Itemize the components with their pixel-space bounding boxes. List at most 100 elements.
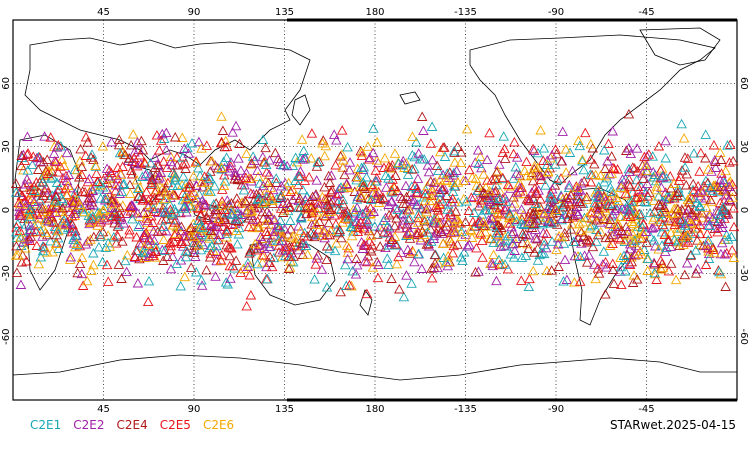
observation-marker — [527, 265, 539, 276]
observation-marker — [215, 254, 227, 265]
observation-marker — [261, 261, 272, 272]
observation-marker — [351, 194, 363, 204]
observation-marker — [653, 199, 664, 209]
observation-marker — [298, 238, 309, 248]
observation-marker — [715, 154, 727, 164]
observation-marker — [519, 188, 530, 198]
observation-marker — [366, 239, 378, 250]
observation-marker — [679, 269, 691, 280]
observation-marker — [511, 187, 522, 197]
legend-entry-c2e6: C2E6 — [202, 418, 235, 432]
observation-marker — [665, 227, 677, 238]
observation-marker — [398, 198, 409, 208]
observation-marker — [134, 253, 145, 264]
observation-marker — [341, 280, 352, 290]
north-america-coast — [469, 34, 716, 186]
observation-marker — [647, 222, 659, 232]
observation-marker — [393, 251, 404, 262]
observation-marker — [175, 280, 186, 291]
observation-marker — [624, 243, 636, 254]
observation-marker — [120, 149, 131, 160]
observation-marker — [627, 277, 639, 287]
observation-marker — [268, 252, 280, 263]
observation-marker — [521, 194, 533, 204]
observation-marker — [499, 259, 511, 269]
bottom-lon-tick-label: 45 — [97, 404, 110, 415]
observation-marker — [356, 150, 368, 161]
observation-marker — [565, 199, 576, 209]
observation-marker — [232, 173, 244, 183]
observation-marker — [252, 244, 263, 255]
observation-marker — [127, 200, 139, 211]
observation-marker — [126, 200, 137, 210]
observation-marker — [297, 154, 309, 164]
observation-marker — [585, 206, 597, 216]
observation-marker — [379, 226, 390, 237]
observation-marker — [626, 196, 637, 206]
observation-marker — [66, 210, 78, 221]
observation-marker — [136, 135, 147, 146]
observation-marker — [556, 156, 567, 166]
observation-marker — [478, 169, 489, 179]
observation-marker — [623, 142, 635, 153]
observation-marker — [606, 168, 618, 178]
observation-marker — [595, 191, 606, 202]
observation-marker — [131, 174, 143, 185]
observation-marker — [722, 234, 734, 244]
observation-marker — [273, 235, 284, 245]
observation-marker — [638, 218, 649, 228]
observation-marker — [723, 181, 735, 191]
observation-marker — [649, 267, 660, 278]
observation-marker — [67, 200, 79, 210]
observation-marker — [291, 240, 303, 251]
observation-marker — [624, 238, 636, 249]
observation-marker — [402, 244, 414, 254]
observation-marker — [690, 268, 702, 278]
observation-marker — [557, 201, 569, 212]
observation-marker — [295, 201, 306, 212]
observation-marker — [352, 171, 364, 181]
observation-marker — [628, 270, 640, 280]
observation-marker — [590, 273, 601, 284]
observation-marker — [143, 201, 154, 212]
observation-marker — [427, 185, 438, 196]
observation-marker — [431, 160, 443, 170]
observation-marker — [311, 175, 322, 185]
observation-marker — [85, 213, 96, 223]
observation-marker — [55, 161, 66, 171]
observation-marker — [167, 180, 179, 191]
observation-marker — [28, 151, 39, 161]
observation-marker — [305, 227, 317, 238]
observation-marker — [500, 205, 511, 215]
observation-marker — [694, 228, 706, 239]
observation-marker — [480, 221, 491, 231]
observation-marker — [45, 235, 56, 246]
left-lat-tick-label: 60 — [1, 77, 12, 90]
observation-marker — [572, 201, 583, 211]
observation-marker — [642, 178, 653, 189]
observation-marker — [12, 218, 24, 228]
observation-marker — [62, 189, 73, 200]
observation-marker — [31, 207, 43, 218]
top-lon-tick-label: -45 — [638, 7, 654, 18]
observation-marker — [51, 177, 63, 187]
observation-marker — [576, 177, 587, 188]
observation-marker — [205, 173, 216, 183]
observation-marker — [615, 182, 627, 192]
observation-marker — [310, 259, 321, 269]
observation-marker — [230, 215, 242, 225]
observation-marker — [692, 235, 703, 245]
observation-marker — [233, 153, 244, 163]
observation-marker — [625, 148, 637, 159]
observation-marker — [458, 175, 469, 185]
observation-marker — [53, 225, 64, 236]
observation-marker — [216, 164, 227, 174]
observation-marker — [642, 265, 653, 275]
observation-marker — [374, 241, 386, 251]
observation-marker — [384, 222, 395, 233]
observation-marker — [23, 232, 35, 243]
observation-marker — [526, 169, 537, 180]
observation-marker — [468, 207, 480, 217]
observation-marker — [726, 244, 738, 255]
observation-marker — [92, 220, 103, 230]
